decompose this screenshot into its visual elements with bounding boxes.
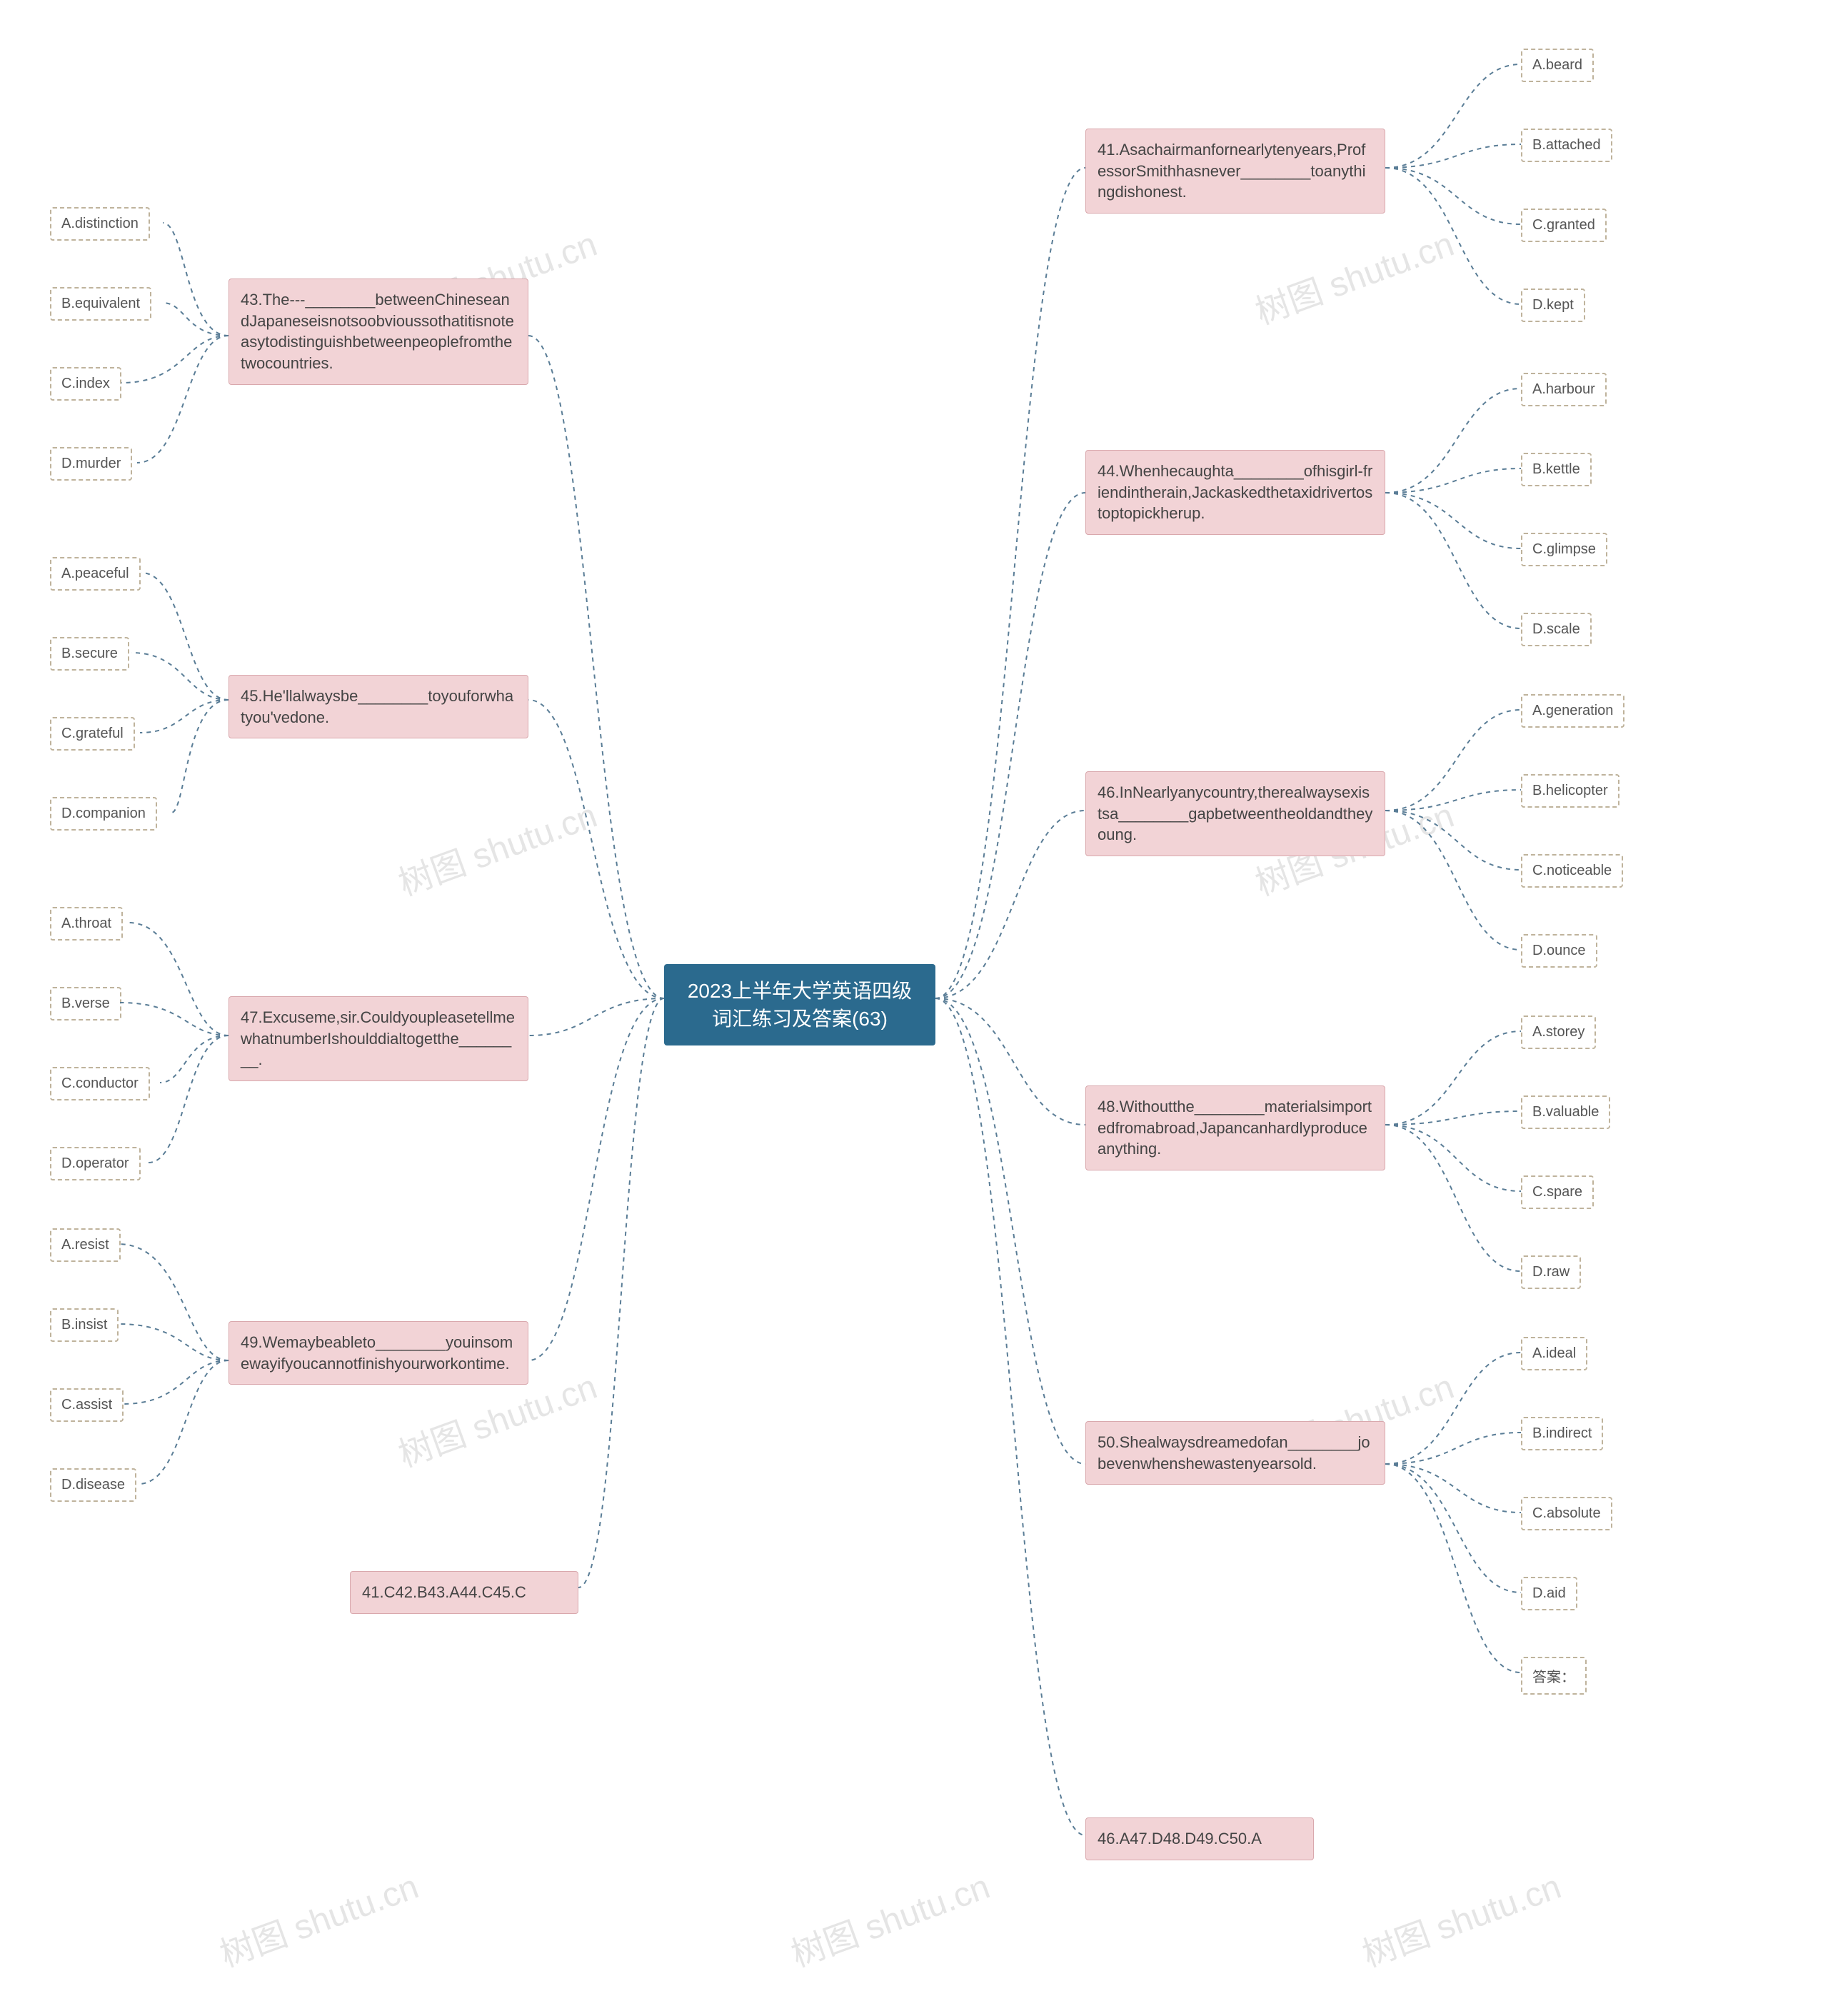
leaf-q44d[interactable]: D.scale [1521, 613, 1592, 646]
leaf-q50d[interactable]: D.aid [1521, 1577, 1577, 1610]
leaf-q50b[interactable]: B.indirect [1521, 1417, 1603, 1450]
leaf-q46b[interactable]: B.helicopter [1521, 774, 1619, 808]
watermark: 树图 shutu.cn [1355, 1858, 1567, 1976]
topic-q44[interactable]: 44.Whenhecaughta________ofhisgirl-friend… [1085, 450, 1385, 535]
topic-q41[interactable]: 41.Asachairmanfornearlytenyears,Professo… [1085, 129, 1385, 214]
leaf-q43d[interactable]: D.murder [50, 447, 132, 481]
watermark: 树图 shutu.cn [391, 787, 603, 905]
topic-q47[interactable]: 47.Excuseme,sir.Couldyoupleasetellmewhat… [228, 996, 528, 1081]
root-line1: 2023上半年大学英语四级 [688, 980, 912, 1002]
leaf-q46a[interactable]: A.generation [1521, 694, 1624, 728]
leaf-q41d[interactable]: D.kept [1521, 289, 1585, 322]
leaf-q50a[interactable]: A.ideal [1521, 1337, 1587, 1370]
leaf-q49b[interactable]: B.insist [50, 1308, 119, 1342]
topic-ans-left[interactable]: 41.C42.B43.A44.C45.C [350, 1571, 578, 1614]
mindmap-canvas: 树图 shutu.cn 树图 shutu.cn 树图 shutu.cn 树图 s… [0, 0, 1828, 2016]
leaf-q47d[interactable]: D.operator [50, 1147, 141, 1180]
leaf-q41a[interactable]: A.beard [1521, 49, 1594, 82]
leaf-q44b[interactable]: B.kettle [1521, 453, 1592, 486]
topic-q50[interactable]: 50.Shealwaysdreamedofan________jobevenwh… [1085, 1421, 1385, 1485]
leaf-q43c[interactable]: C.index [50, 367, 121, 401]
leaf-q50e[interactable]: 答案： [1521, 1657, 1587, 1695]
leaf-q47b[interactable]: B.verse [50, 987, 121, 1020]
leaf-q45a[interactable]: A.peaceful [50, 557, 141, 591]
leaf-q49d[interactable]: D.disease [50, 1468, 136, 1502]
leaf-q41c[interactable]: C.granted [1521, 209, 1607, 242]
leaf-q49c[interactable]: C.assist [50, 1388, 124, 1422]
leaf-q44a[interactable]: A.harbour [1521, 373, 1607, 406]
leaf-q45b[interactable]: B.secure [50, 637, 129, 671]
leaf-q46d[interactable]: D.ounce [1521, 934, 1597, 968]
leaf-q48c[interactable]: C.spare [1521, 1175, 1594, 1209]
leaf-q49a[interactable]: A.resist [50, 1228, 121, 1262]
topic-q43[interactable]: 43.The---________betweenChineseandJapane… [228, 279, 528, 385]
leaf-q44c[interactable]: C.glimpse [1521, 533, 1607, 566]
leaf-q48b[interactable]: B.valuable [1521, 1095, 1610, 1129]
watermark: 树图 shutu.cn [1247, 216, 1460, 334]
leaf-q45c[interactable]: C.grateful [50, 717, 135, 751]
topic-q48[interactable]: 48.Withoutthe________materialsimportedfr… [1085, 1085, 1385, 1170]
topic-ans-right[interactable]: 46.A47.D48.D49.C50.A [1085, 1817, 1314, 1860]
leaf-q50c[interactable]: C.absolute [1521, 1497, 1612, 1530]
watermark: 树图 shutu.cn [212, 1858, 424, 1976]
leaf-q43a[interactable]: A.distinction [50, 207, 150, 241]
leaf-q48a[interactable]: A.storey [1521, 1015, 1596, 1049]
topic-q49[interactable]: 49.Wemaybeableto________youinsomewayifyo… [228, 1321, 528, 1385]
leaf-q48d[interactable]: D.raw [1521, 1255, 1581, 1289]
topic-q45[interactable]: 45.He'llalwaysbe________toyouforwhatyou'… [228, 675, 528, 738]
leaf-q47c[interactable]: C.conductor [50, 1067, 150, 1100]
leaf-q43b[interactable]: B.equivalent [50, 287, 151, 321]
root-line2: 词汇练习及答案(63) [712, 1008, 888, 1030]
topic-q46[interactable]: 46.InNearlyanycountry,therealwaysexistsa… [1085, 771, 1385, 856]
watermark: 树图 shutu.cn [783, 1858, 995, 1976]
leaf-q47a[interactable]: A.throat [50, 907, 123, 941]
leaf-q45d[interactable]: D.companion [50, 797, 157, 831]
leaf-q41b[interactable]: B.attached [1521, 129, 1612, 162]
leaf-q46c[interactable]: C.noticeable [1521, 854, 1623, 888]
root-node[interactable]: 2023上半年大学英语四级 词汇练习及答案(63) [664, 964, 935, 1045]
